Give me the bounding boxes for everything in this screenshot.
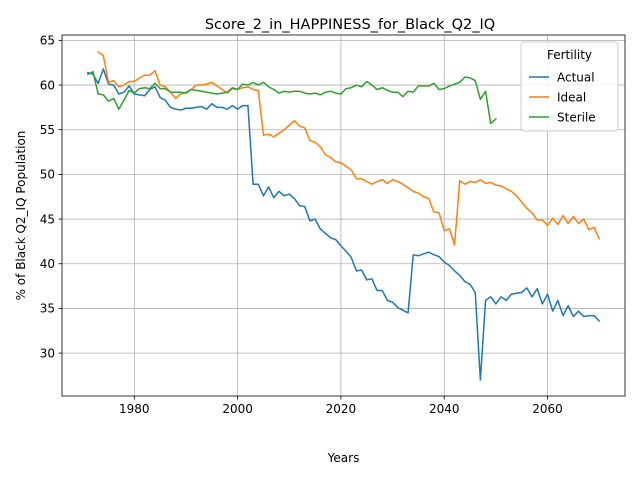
- series-line-ideal: [97, 50, 601, 246]
- chart-title: Score_2_in_HAPPINESS_for_Black_Q2_IQ: [205, 17, 495, 33]
- x-axis-ticks: 1980 2000 2020 2040 2060: [119, 396, 563, 416]
- x-tick-label: 2060: [532, 402, 563, 416]
- data-series: [86, 50, 601, 381]
- legend-label-sterile: Sterile: [557, 110, 596, 124]
- y-tick-label: 55: [40, 123, 55, 137]
- y-axis-label: % of Black Q2_IQ Population: [14, 131, 28, 301]
- y-tick-label: 45: [40, 212, 55, 226]
- x-tick-label: 1980: [119, 402, 150, 416]
- y-tick-label: 50: [40, 168, 55, 182]
- legend: Fertility Actual Ideal Sterile: [520, 41, 619, 132]
- x-tick-label: 2020: [326, 402, 357, 416]
- y-tick-label: 65: [40, 34, 55, 48]
- y-tick-label: 60: [40, 78, 55, 92]
- series-line-sterile: [86, 70, 497, 125]
- y-tick-label: 40: [40, 257, 55, 271]
- legend-box: [520, 41, 619, 132]
- y-tick-label: 35: [40, 302, 55, 316]
- legend-label-actual: Actual: [557, 70, 595, 84]
- series-line-actual: [86, 68, 601, 381]
- x-axis-label: Years: [327, 451, 360, 465]
- legend-title: Fertility: [547, 48, 592, 62]
- plot-frame: [61, 34, 626, 397]
- y-axis-ticks: 30 35 40 45 50 55 60 65: [40, 34, 62, 360]
- legend-label-ideal: Ideal: [557, 90, 586, 104]
- x-tick-label: 2040: [429, 402, 460, 416]
- y-tick-label: 30: [40, 346, 55, 360]
- x-tick-label: 2000: [222, 402, 253, 416]
